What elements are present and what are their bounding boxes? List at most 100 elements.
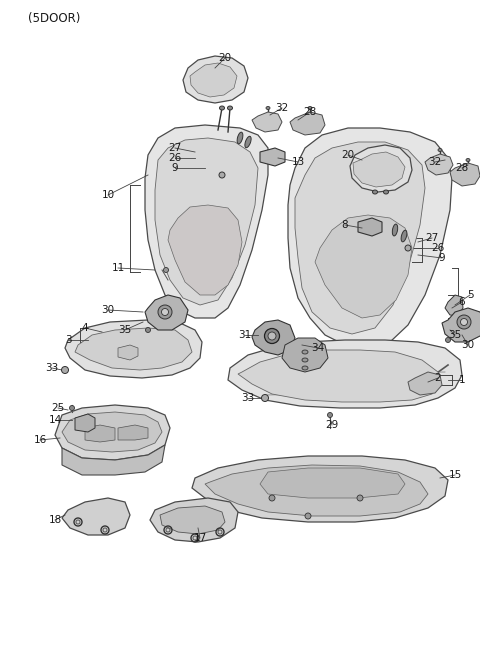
Polygon shape: [205, 465, 428, 516]
Ellipse shape: [308, 107, 312, 109]
Polygon shape: [260, 148, 285, 166]
Ellipse shape: [61, 367, 69, 373]
Text: 9: 9: [172, 163, 178, 173]
Polygon shape: [350, 145, 412, 192]
Text: 34: 34: [312, 343, 324, 353]
Text: 20: 20: [341, 150, 355, 160]
Text: 30: 30: [461, 340, 475, 350]
Text: 9: 9: [439, 253, 445, 263]
Text: 28: 28: [303, 107, 317, 117]
Polygon shape: [442, 308, 480, 342]
Text: 15: 15: [448, 470, 462, 480]
Polygon shape: [228, 340, 462, 408]
Polygon shape: [238, 350, 440, 402]
Ellipse shape: [161, 309, 168, 316]
Ellipse shape: [237, 132, 243, 144]
Text: 35: 35: [448, 330, 462, 340]
Polygon shape: [168, 205, 242, 295]
Ellipse shape: [305, 513, 311, 519]
Polygon shape: [282, 338, 328, 372]
Text: 2: 2: [435, 373, 441, 383]
Polygon shape: [288, 128, 452, 348]
Text: (5DOOR): (5DOOR): [28, 12, 80, 25]
Polygon shape: [62, 412, 162, 452]
Text: 18: 18: [48, 515, 61, 525]
Polygon shape: [62, 498, 130, 535]
Ellipse shape: [357, 495, 363, 501]
Polygon shape: [145, 295, 188, 330]
Polygon shape: [358, 218, 382, 236]
Polygon shape: [450, 163, 480, 186]
Polygon shape: [75, 414, 95, 432]
Text: 3: 3: [65, 335, 72, 345]
Ellipse shape: [457, 315, 471, 329]
Polygon shape: [75, 328, 192, 370]
Polygon shape: [260, 468, 405, 498]
Text: 16: 16: [34, 435, 47, 445]
Polygon shape: [425, 154, 453, 175]
Ellipse shape: [268, 332, 276, 340]
Ellipse shape: [262, 394, 268, 402]
Ellipse shape: [219, 106, 225, 110]
Ellipse shape: [219, 172, 225, 178]
Polygon shape: [65, 320, 202, 378]
Text: 35: 35: [119, 325, 132, 335]
Text: 6: 6: [459, 297, 465, 307]
Text: 26: 26: [168, 153, 181, 163]
Polygon shape: [150, 498, 238, 542]
Ellipse shape: [302, 358, 308, 362]
Polygon shape: [155, 138, 258, 305]
Text: 27: 27: [425, 233, 439, 243]
Ellipse shape: [302, 350, 308, 354]
Ellipse shape: [228, 106, 232, 110]
Ellipse shape: [158, 305, 172, 319]
Ellipse shape: [405, 245, 411, 251]
Polygon shape: [145, 125, 268, 318]
Text: 33: 33: [46, 363, 59, 373]
Ellipse shape: [269, 495, 275, 501]
Ellipse shape: [460, 318, 468, 326]
Polygon shape: [118, 425, 148, 440]
Polygon shape: [252, 112, 282, 132]
Ellipse shape: [445, 337, 451, 343]
Text: 31: 31: [239, 330, 252, 340]
Ellipse shape: [327, 413, 333, 417]
Polygon shape: [290, 112, 325, 135]
Text: 32: 32: [428, 157, 442, 167]
Text: 20: 20: [218, 53, 231, 63]
Text: 25: 25: [51, 403, 65, 413]
Ellipse shape: [466, 159, 470, 162]
Text: 13: 13: [291, 157, 305, 167]
Polygon shape: [192, 456, 448, 522]
Text: 1: 1: [459, 375, 465, 385]
Text: 29: 29: [325, 420, 338, 430]
Text: 4: 4: [82, 323, 88, 333]
Polygon shape: [85, 425, 115, 442]
Ellipse shape: [266, 107, 270, 109]
Polygon shape: [55, 405, 170, 460]
Ellipse shape: [145, 328, 151, 333]
Text: 30: 30: [101, 305, 115, 315]
Text: 8: 8: [342, 220, 348, 230]
Ellipse shape: [438, 149, 442, 151]
Polygon shape: [252, 320, 295, 355]
Polygon shape: [62, 445, 165, 475]
Text: 10: 10: [101, 190, 115, 200]
Polygon shape: [408, 372, 442, 395]
Ellipse shape: [264, 329, 279, 343]
Polygon shape: [190, 63, 237, 97]
Ellipse shape: [70, 405, 74, 411]
Polygon shape: [295, 142, 425, 334]
Ellipse shape: [401, 230, 407, 242]
Text: 32: 32: [276, 103, 288, 113]
Polygon shape: [183, 56, 248, 103]
Text: 27: 27: [168, 143, 181, 153]
Text: 5: 5: [467, 290, 473, 300]
Text: 33: 33: [241, 393, 254, 403]
Ellipse shape: [384, 190, 388, 194]
Ellipse shape: [392, 224, 397, 236]
Polygon shape: [353, 152, 405, 187]
Polygon shape: [160, 506, 225, 534]
Text: 11: 11: [111, 263, 125, 273]
Text: 26: 26: [432, 243, 444, 253]
